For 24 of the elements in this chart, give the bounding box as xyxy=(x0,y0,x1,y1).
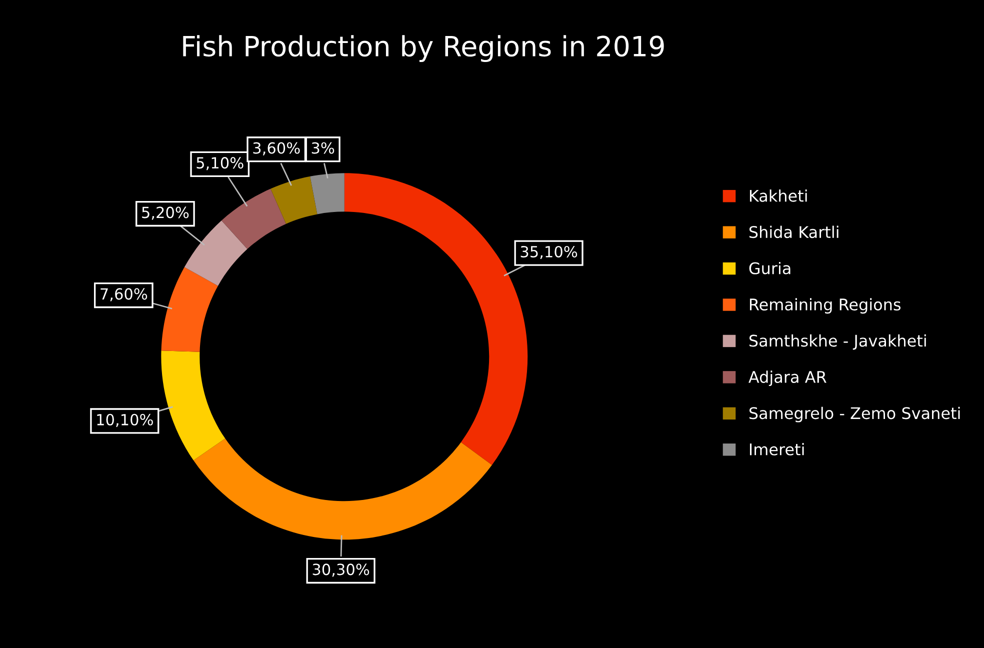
data-label: 35,10% xyxy=(520,246,578,260)
legend-label: Kakheti xyxy=(750,189,807,202)
data-label: 3,60% xyxy=(253,142,300,156)
data-label: 5,20% xyxy=(142,206,189,220)
donut-slice xyxy=(310,173,344,214)
data-label: 10,10% xyxy=(97,414,153,427)
legend-label: Samegrelo - Zemo Svaneti xyxy=(749,406,960,422)
legend-label: Guria xyxy=(749,262,790,274)
data-label: 7,60% xyxy=(100,288,148,302)
chart-title: Fish Production by Regions in 2019 xyxy=(183,35,664,62)
donut-slice xyxy=(161,267,218,352)
legend-label: Imereti xyxy=(750,443,804,456)
legend-label: Shida Kartli xyxy=(749,226,838,238)
legend-label: Samthskhe - Javakheti xyxy=(749,334,926,350)
donut-slice xyxy=(161,350,226,460)
data-label: 3% xyxy=(312,142,334,154)
data-label: 30,30% xyxy=(312,564,370,577)
donut-slice xyxy=(184,220,248,286)
legend-label: Adjara AR xyxy=(748,370,826,386)
legend-label: Remaining Regions xyxy=(750,298,901,314)
donut-slice xyxy=(194,438,492,540)
data-label: 5,10% xyxy=(196,157,244,170)
donut-slice xyxy=(270,176,318,224)
donut-slice xyxy=(222,188,286,250)
